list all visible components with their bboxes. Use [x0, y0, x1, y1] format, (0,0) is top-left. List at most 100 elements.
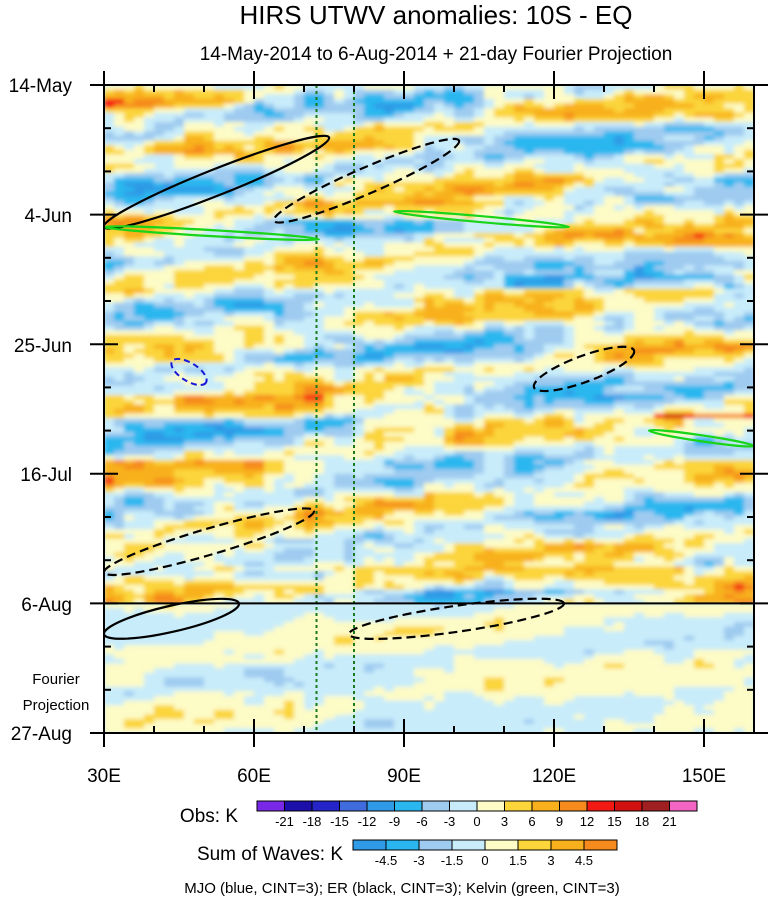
field-cell: [124, 395, 135, 401]
field-cell: [314, 242, 325, 248]
field-cell: [164, 182, 175, 188]
field-cell: [404, 196, 415, 202]
field-cell: [194, 297, 205, 304]
field-cell: [104, 126, 115, 133]
field-cell: [634, 390, 645, 396]
field-cell: [214, 85, 225, 91]
field-cell: [514, 321, 525, 327]
field-cell: [124, 89, 135, 96]
field-cell: [724, 200, 735, 207]
field-cell: [404, 334, 415, 341]
field-cell: [724, 274, 735, 281]
field-cell: [284, 279, 295, 285]
field-cell: [634, 339, 645, 345]
field-cell: [114, 436, 125, 443]
field-cell: [744, 274, 754, 281]
field-cell: [374, 85, 385, 91]
field-cell: [624, 145, 635, 151]
field-cell: [514, 265, 525, 271]
field-cell: [244, 265, 255, 271]
field-cell: [414, 260, 425, 267]
field-cell: [264, 89, 275, 96]
field-cell: [534, 353, 545, 359]
field-cell: [664, 399, 675, 406]
field-cell: [104, 284, 115, 290]
field-cell: [714, 274, 725, 281]
field-cell: [504, 149, 515, 156]
field-cell: [334, 270, 345, 276]
field-cell: [574, 376, 585, 383]
field-cell: [334, 381, 345, 387]
field-cell: [214, 159, 225, 165]
field-cell: [294, 154, 305, 160]
field-cell: [484, 284, 495, 290]
field-cell: [524, 200, 535, 207]
field-cell: [164, 302, 175, 308]
field-cell: [244, 89, 255, 96]
field-cell: [734, 182, 745, 188]
field-cell: [514, 297, 525, 304]
field-cell: [524, 427, 535, 433]
field-cell: [514, 94, 525, 100]
field-cell: [374, 422, 385, 429]
field-cell: [324, 302, 335, 308]
field-cell: [634, 256, 645, 262]
field-cell: [724, 168, 735, 174]
field-cell: [304, 288, 315, 295]
field-cell: [444, 376, 455, 383]
field-cell: [524, 311, 535, 318]
field-cell: [294, 209, 305, 216]
field-cell: [384, 163, 395, 170]
field-cell: [584, 131, 595, 137]
field-cell: [274, 422, 285, 429]
field-cell: [424, 413, 435, 420]
field-cell: [164, 344, 175, 350]
field-cell: [524, 432, 535, 438]
field-cell: [134, 362, 145, 369]
field-cell: [644, 344, 655, 350]
field-cell: [594, 307, 605, 313]
field-cell: [514, 293, 525, 299]
field-cell: [734, 348, 745, 355]
field-cell: [214, 436, 225, 443]
field-cell: [314, 228, 325, 234]
field-cell: [634, 413, 645, 420]
field-cell: [284, 390, 295, 396]
field-cell: [344, 94, 355, 100]
field-cell: [274, 297, 285, 304]
field-cell: [194, 209, 205, 216]
field-cell: [284, 122, 295, 128]
field-cell: [524, 103, 535, 109]
field-cell: [474, 409, 485, 415]
field-cell: [424, 358, 435, 364]
field-cell: [494, 94, 505, 100]
field-cell: [374, 149, 385, 156]
field-cell: [284, 186, 295, 193]
field-cell: [564, 311, 575, 318]
field-cell: [564, 256, 575, 262]
field-cell: [744, 358, 754, 364]
field-cell: [674, 316, 685, 322]
field-cell: [554, 279, 565, 285]
field-cell: [564, 302, 575, 308]
field-cell: [144, 219, 155, 225]
field-cell: [214, 265, 225, 271]
field-cell: [514, 385, 525, 392]
field-cell: [294, 85, 305, 91]
field-cell: [694, 270, 705, 276]
field-cell: [424, 145, 435, 151]
field-cell: [324, 154, 335, 160]
field-cell: [504, 145, 515, 151]
field-cell: [394, 284, 405, 290]
field-cell: [104, 381, 115, 387]
field-cell: [484, 98, 495, 105]
field-cell: [174, 85, 185, 91]
field-cell: [574, 131, 585, 137]
field-cell: [164, 228, 175, 234]
field-cell: [244, 302, 255, 308]
field-cell: [314, 247, 325, 253]
field-cell: [334, 311, 345, 318]
field-cell: [314, 376, 325, 383]
field-cell: [114, 242, 125, 248]
field-cell: [254, 172, 265, 179]
